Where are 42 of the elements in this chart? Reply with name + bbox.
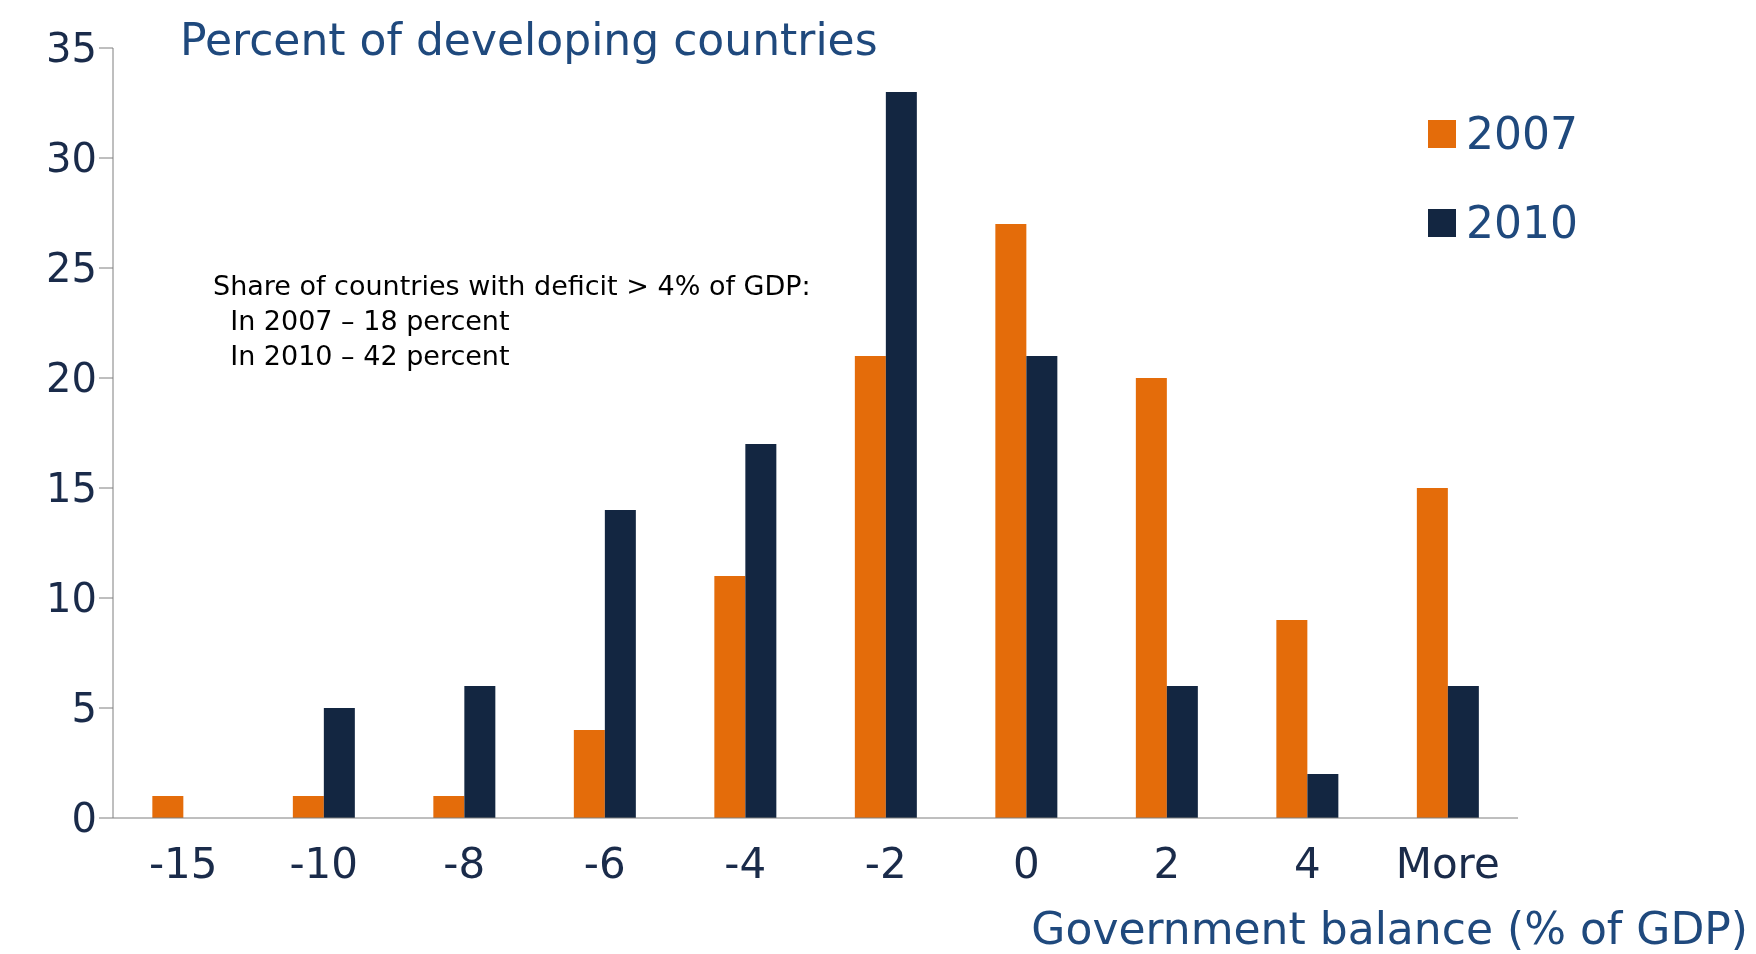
y-tick-label: 10 [46,575,97,622]
bar [995,224,1027,818]
bar [1276,620,1308,818]
y-tick-label: 0 [71,795,97,842]
x-tick-label: -2 [864,838,907,888]
x-tick-label: -8 [443,838,486,888]
x-tick-label: 0 [1012,838,1040,888]
bar [1416,488,1448,818]
x-tick-label: More [1395,838,1500,888]
y-tick-label: 20 [46,355,97,402]
legend-label: 2010 [1466,197,1578,248]
x-axis-title: Government balance (% of GDP) [1031,903,1748,954]
bar [1447,686,1479,818]
x-tick-label: -4 [724,838,767,888]
y-tick-label: 15 [46,465,97,512]
bar [464,686,496,818]
x-tick-label: -15 [148,838,218,888]
x-tick-label: 4 [1293,838,1321,888]
bar [604,510,636,818]
x-tick-label: -10 [289,838,359,888]
y-tick-label: 30 [46,135,97,182]
bar [745,444,777,818]
legend-label: 2007 [1466,108,1578,159]
bar [1135,378,1167,818]
chart-title: Percent of developing countries [180,14,878,65]
y-tick-label: 25 [46,245,97,292]
y-tick-label: 35 [46,25,97,72]
bar [714,576,746,818]
bar [573,730,605,818]
y-tick-label: 5 [71,685,97,732]
bar [1026,356,1058,818]
bar [433,796,465,818]
bar [292,796,324,818]
bar [1166,686,1198,818]
annotation: Share of countries with deficit > 4% of GDP: In 2007 – 18 percent In 2010 – 42 percent [213,269,811,373]
bar [1307,774,1339,818]
x-tick-label: -6 [583,838,626,888]
bar [854,356,886,818]
bar [152,796,184,818]
bar [323,708,355,818]
x-tick-label: 2 [1153,838,1181,888]
bar [885,92,917,818]
